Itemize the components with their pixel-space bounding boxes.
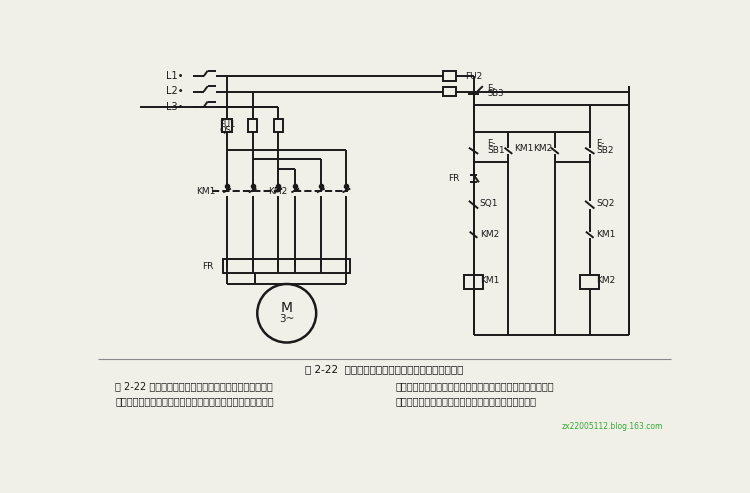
Text: KM2: KM2 [596,277,615,285]
Text: QS: QS [219,126,231,135]
Bar [223,119,232,132]
Text: SB1: SB1 [488,145,505,154]
Text: KM1: KM1 [596,230,615,239]
Text: L1•: L1• [166,71,184,81]
Text: SQ2: SQ2 [596,200,614,209]
Bar [443,87,456,96]
Text: 3~: 3~ [279,315,295,324]
Text: KM2: KM2 [533,144,553,153]
Text: L3•: L3• [166,102,184,112]
Text: FR: FR [448,174,460,183]
Bar [580,275,599,288]
Text: SB3: SB3 [488,89,504,98]
Text: KM2: KM2 [268,187,287,196]
Text: L2•: L2• [166,86,184,97]
Text: FU2: FU2 [465,71,482,80]
Text: 图 2-22 所示为用行程开关作自动限位停止的可逆运行控
制线路。该线路的特点是能够使机械设备每次可自动停在规定: 图 2-22 所示为用行程开关作自动限位停止的可逆运行控 制线路。该线路的特点是… [116,381,274,407]
Text: zx22005112.blog.163.com: zx22005112.blog.163.com [562,422,663,431]
Text: 图 2-22  用行程开关作自动停止的可逆运行控制线路: 图 2-22 用行程开关作自动停止的可逆运行控制线路 [305,364,464,375]
Text: E-: E- [596,140,604,148]
Text: M: M [280,301,292,315]
Text: SQ1: SQ1 [480,200,498,209]
Text: KM1: KM1 [514,144,534,153]
Text: KM2: KM2 [480,230,499,239]
Bar [464,275,483,288]
Bar [443,71,456,81]
Bar [224,259,350,273]
Text: E-: E- [488,84,496,93]
Bar [274,119,283,132]
Text: E-: E- [488,140,496,148]
Text: KM1: KM1 [196,187,215,196]
Text: KM1: KM1 [480,277,499,285]
Text: FR: FR [202,262,214,271]
Text: SB2: SB2 [596,145,613,154]
Text: FU1: FU1 [219,120,236,129]
Bar [248,119,257,132]
Text: 的地点，它是一种半自动的控制线路，本线路适用于刨床、行
车等要求上下、左右、进退移动且能自动停止的地方。: 的地点，它是一种半自动的控制线路，本线路适用于刨床、行 车等要求上下、左右、进退… [396,381,554,407]
